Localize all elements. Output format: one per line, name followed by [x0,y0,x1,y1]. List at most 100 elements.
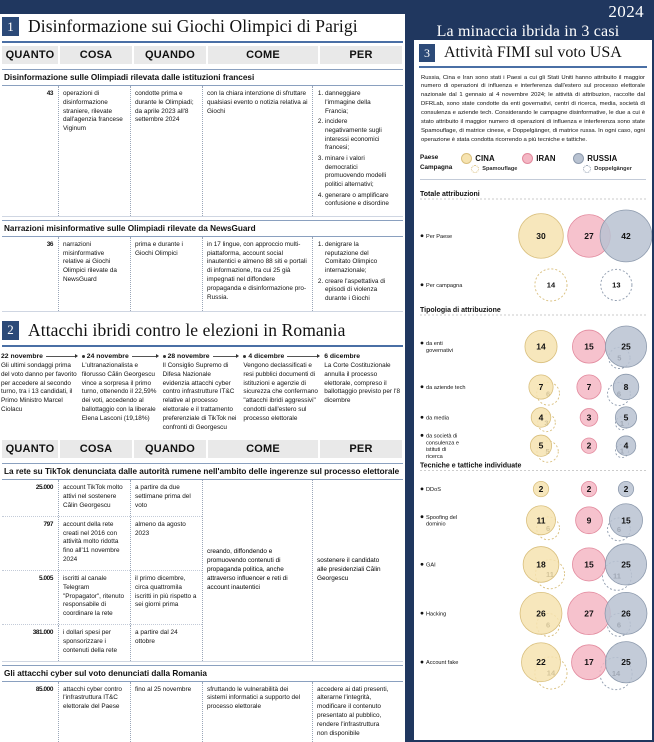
country-bubble-value: 30 [536,231,546,241]
section-2-rule [2,344,403,347]
country-bubble [580,437,598,455]
country-bubble-value: 22 [536,657,546,667]
cell-quanto: 36 [46,240,54,248]
country-bubble-value: 25 [621,657,631,667]
table-row: 381.000 i dollari spesi per sponsorizzar… [2,625,202,661]
legend-label-campagna: Campagna [420,163,453,171]
timeline-connector [212,355,237,357]
left-white-panel: 1 Disinformazione sui Giochi Olimpici di… [0,14,405,742]
cell-quando: fino al 25 novembre [130,681,202,742]
country-bubble-value: 14 [536,342,546,352]
chart-group-title: Tecniche e tattiche individuate [420,463,522,470]
arrow-icon [155,354,159,359]
country-bubble-value: 25 [621,560,631,570]
bullet-icon [420,515,424,519]
timeline-connector [131,355,156,357]
country-bubble [518,213,564,259]
col-header-come: COME [208,440,318,459]
legend-country-name: IRAN [536,154,556,164]
col-header-cosa: COSA [60,440,132,459]
country-bubble-value: 5 [539,441,544,451]
country-bubble [604,543,647,586]
country-bubble [532,481,550,498]
cell-cosa: i dollari spesi per sponsorizzare i cont… [58,625,130,661]
section-1-column-headers: QUANTO COSA QUANDO COME PER [0,43,405,66]
cell-quanto: 43 [46,90,54,97]
section-2-number: 2 [2,320,19,340]
cell-quanto: 85.000 [35,685,54,693]
chart-row-label: Per campagna [426,283,463,289]
arrow-icon [236,354,240,359]
country-bubble-value: 27 [584,609,594,619]
doppelganger-dotted-swatch-icon [583,165,592,174]
col-header-quanto: QUANTO [2,46,58,64]
country-bubble [614,406,638,429]
table-row: 43 operazioni di disinformazione stranie… [2,86,403,217]
country-bubble [609,503,643,538]
russia-color-swatch-icon [573,153,585,165]
chart-row-label: da enti [426,341,443,347]
country-bubble [575,506,603,535]
timeline-date-wrap: 4 dicembre [243,353,321,360]
country-bubble-value: 17 [584,657,594,667]
cina-color-swatch-icon [461,153,473,165]
country-bubble-value: 4 [624,441,629,451]
country-bubble [580,481,598,498]
legend-entry-iran: IRAN [522,153,573,165]
cell-come: con la chiara intenzione di sfruttare qu… [202,86,312,216]
timeline-item: 24 novembre L'ultranazionalista e filoru… [81,353,163,434]
legend-axis-labels: Paese Campagna [420,153,461,172]
left-column: 1 Disinformazione sui Giochi Olimpici di… [0,0,409,742]
per-list: denigrare la reputazione del Comitato Ol… [317,241,390,304]
timeline-date-wrap: 28 novembre [162,352,240,360]
cell-quanto: 381.000 [32,629,54,637]
per-item: danneggiare l'immagine della Francia; [325,90,390,116]
romania-timeline: 22 novembre Gli ultimi sondaggi prima de… [0,353,405,434]
chart-row-label: da media [426,416,450,422]
cell-cosa: narrazioni misinformative relative ai Gi… [58,236,130,311]
per-list: danneggiare l'immagine della Francia; in… [317,90,390,209]
country-bubble-value: 2 [587,484,592,494]
header-title: La minaccia ibrida in 3 casi [436,23,620,40]
cell-cosa: attacchi cyber contro l'infrastruttura I… [58,681,130,742]
country-bubble-value: 11 [537,516,546,526]
cell-quando: a partire dal 24 ottobre [130,625,202,661]
chart-row-label: Account fake [426,660,458,666]
arrow-icon [74,354,78,359]
bullet-icon [420,341,424,345]
chart-row-label: GAI [426,563,436,569]
country-bubble-value: 15 [584,342,594,352]
legend-entry-russia: RUSSIA Doppelgänger [573,153,646,174]
tiktok-rows: 25.000 account TikTok molto attivi nel s… [2,480,202,661]
col-header-cosa: COSA [60,46,132,64]
country-bubble-value: 9 [587,516,592,526]
chart-row-label: dominio [426,522,446,528]
table-row: 5.005 iscritti al canale Telegram "Propa… [2,570,202,626]
chart-row-label: DDoS [426,487,441,493]
cell-cosa: iscritti al canale Telegram "Propagator"… [58,570,130,625]
country-bubble-value: 26 [536,609,546,619]
section-3-header: 3 Attività FIMI sul voto USA [414,40,652,66]
dot-icon [81,354,85,358]
legend-campaign-name: Spamouflage [482,166,518,173]
timeline-date: 28 novembre [167,352,210,360]
bullet-icon [420,611,424,615]
chart-row-label: Hacking [426,612,446,618]
country-bubble-value: 18 [536,560,546,570]
country-bubble [604,325,647,368]
country-bubble-value: 7 [539,382,544,392]
col-header-per: PER [320,440,402,459]
country-bubble [519,592,563,635]
legend-label-paese: Paese [420,154,439,162]
timeline-date-wrap: 6 dicembre [324,353,401,360]
section-2-column-headers: QUANTO COSA QUANDO COME PER [0,437,405,460]
timeline-connector [45,355,75,357]
timeline-item: 22 novembre Gli ultimi sondaggi prima de… [1,353,82,434]
timeline-date-wrap: 24 novembre [81,353,159,360]
country-bubble-value: 2 [624,484,629,494]
table-caption-viginum: Disinformazione sulle Olimpiadi rilevata… [2,69,403,86]
timeline-date: 22 novembre [1,352,43,360]
cell-per: accedere ai dati presenti, alterarne l'i… [312,681,394,742]
bullet-icon [420,563,424,566]
